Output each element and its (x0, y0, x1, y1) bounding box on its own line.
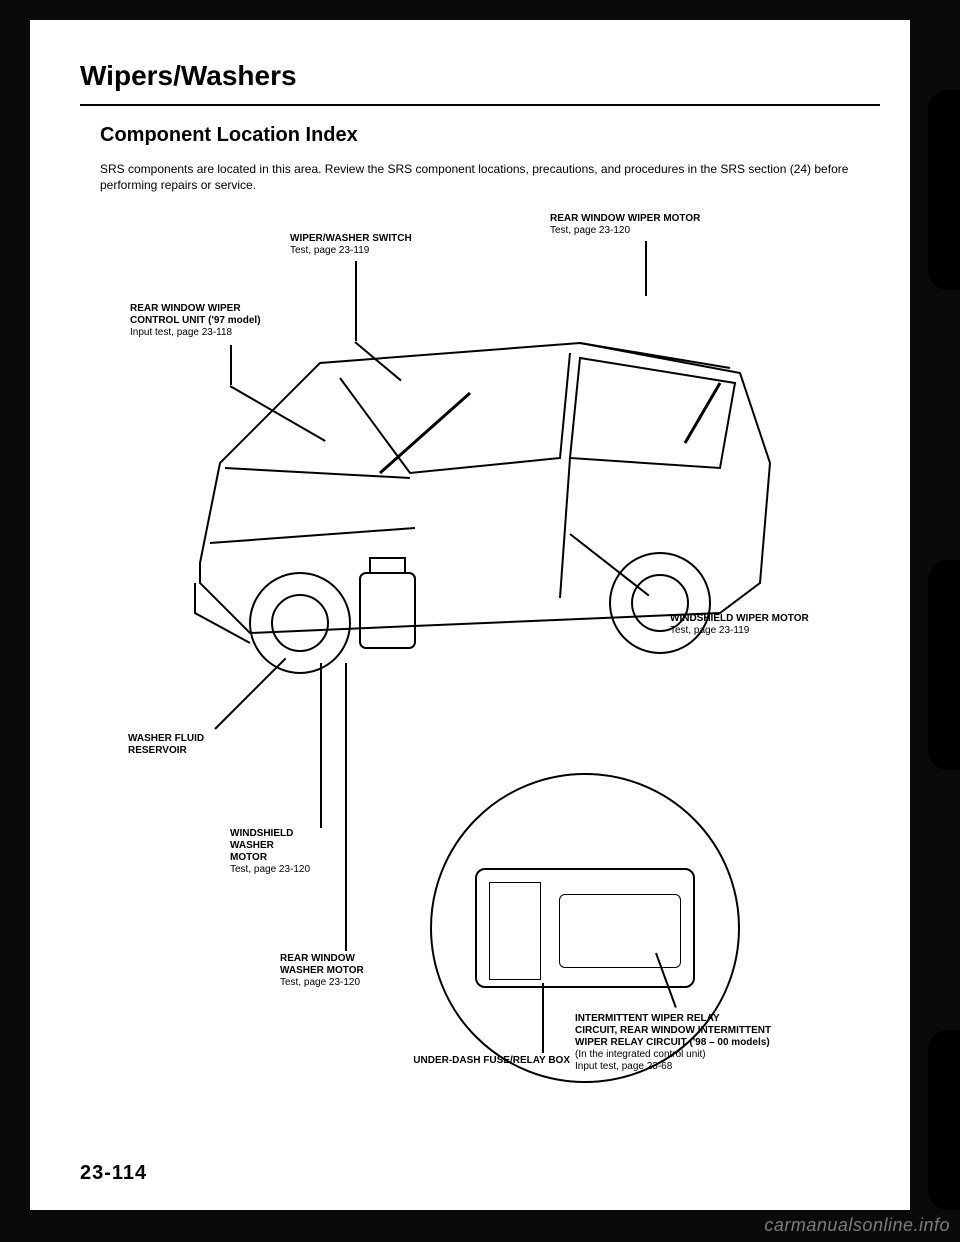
label-text: WIPER/WASHER SWITCH (290, 233, 412, 244)
label-text: INTERMITTENT WIPER RELAY CIRCUIT, REAR W… (575, 1013, 771, 1048)
label-text: WINDSHIELD WIPER MOTOR (670, 613, 809, 624)
label-text: UNDER-DASH FUSE/RELAY BOX (413, 1055, 570, 1066)
label-text: REAR WINDOW WASHER MOTOR (280, 953, 364, 976)
label-rear-window-wiper-motor: REAR WINDOW WIPER MOTOR Test, page 23-12… (550, 213, 760, 237)
label-text: WINDSHIELD WASHER MOTOR (230, 828, 293, 863)
divider (80, 104, 880, 106)
label-text: WASHER FLUID RESERVOIR (128, 733, 204, 756)
component-diagram: REAR WINDOW WIPER MOTOR Test, page 23-12… (100, 213, 880, 1073)
label-sub: Test, page 23-120 (550, 225, 630, 236)
label-sub: Test, page 23-120 (230, 864, 310, 875)
section-subtitle: Component Location Index (100, 124, 880, 147)
watermark: carmanualsonline.info (764, 1215, 950, 1236)
label-rear-wiper-control-unit: REAR WINDOW WIPER CONTROL UNIT ('97 mode… (130, 303, 300, 339)
label-text: REAR WINDOW WIPER MOTOR (550, 213, 700, 224)
leader-line (542, 983, 544, 1053)
label-washer-fluid-reservoir: WASHER FLUID RESERVOIR (128, 733, 238, 757)
thumb-tab-mid (928, 560, 960, 770)
intro-text: SRS components are located in this area.… (100, 161, 880, 193)
page-title: Wipers/Washers (80, 60, 880, 92)
label-under-dash-fuse-relay-box: UNDER-DASH FUSE/RELAY BOX (370, 1055, 570, 1067)
leader-line (645, 241, 647, 296)
thumb-tab-top (928, 90, 960, 290)
label-intermittent-wiper-relay: INTERMITTENT WIPER RELAY CIRCUIT, REAR W… (575, 1013, 855, 1073)
page-container: Wipers/Washers Component Location Index … (30, 20, 910, 1210)
label-sub: Test, page 23-119 (670, 625, 749, 636)
label-windshield-washer-motor: WINDSHIELD WASHER MOTOR Test, page 23-12… (230, 828, 350, 876)
leader-line (355, 261, 357, 341)
leader-line (345, 663, 347, 951)
leader-line (320, 663, 322, 828)
label-sub: Input test, page 23-118 (130, 327, 232, 338)
label-windshield-wiper-motor: WINDSHIELD WIPER MOTOR Test, page 23-119 (670, 613, 860, 637)
label-wiper-washer-switch: WIPER/WASHER SWITCH Test, page 23-119 (290, 233, 460, 257)
label-sub: Test, page 23-119 (290, 245, 369, 256)
label-text: REAR WINDOW WIPER CONTROL UNIT ('97 mode… (130, 303, 261, 326)
label-rear-window-washer-motor: REAR WINDOW WASHER MOTOR Test, page 23-1… (280, 953, 420, 989)
thumb-tab-bot (928, 1030, 960, 1210)
page-number: 23-114 (80, 1162, 147, 1185)
label-sub: Test, page 23-120 (280, 977, 360, 988)
vehicle-outline (160, 283, 800, 713)
leader-line (230, 345, 232, 385)
label-sub: (In the integrated control unit) Input t… (575, 1049, 706, 1072)
